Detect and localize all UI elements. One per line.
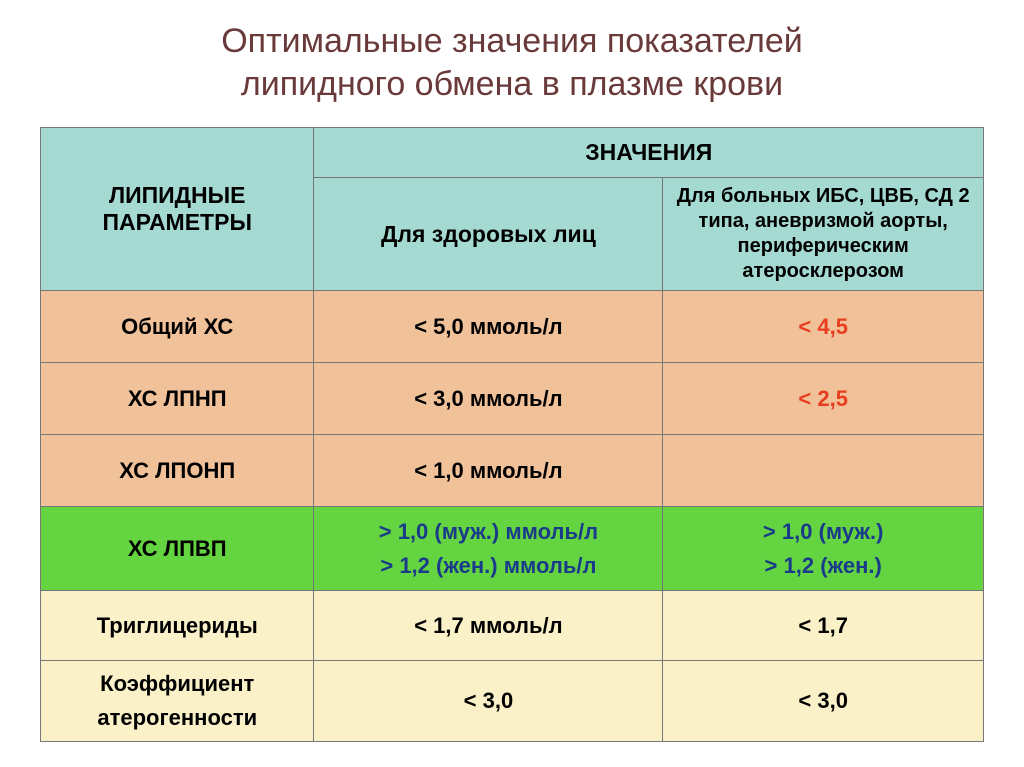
- cell-sick: < 3,0: [663, 661, 984, 742]
- sick-female: > 1,2 (жен.): [671, 549, 975, 583]
- table-row: ХС ЛПВП > 1,0 (муж.) ммоль/л > 1,2 (жен.…: [41, 507, 984, 591]
- lipid-table: ЛИПИДНЫЕ ПАРАМЕТРЫ ЗНАЧЕНИЯ Для здоровых…: [40, 127, 984, 742]
- cell-sick: > 1,0 (муж.) > 1,2 (жен.): [663, 507, 984, 591]
- cell-sick: < 2,5: [663, 363, 984, 435]
- cell-healthy: < 5,0 ммоль/л: [314, 291, 663, 363]
- header-healthy: Для здоровых лиц: [314, 178, 663, 291]
- header-params: ЛИПИДНЫЕ ПАРАМЕТРЫ: [41, 128, 314, 291]
- table-row: Общий ХС < 5,0 ммоль/л < 4,5: [41, 291, 984, 363]
- title-line-1: Оптимальные значения показателей: [221, 22, 803, 60]
- table-row: Коэффициент атерогенности < 3,0 < 3,0: [41, 661, 984, 742]
- cell-param: ХС ЛПВП: [41, 507, 314, 591]
- cell-healthy: < 1,0 ммоль/л: [314, 435, 663, 507]
- cell-param: ХС ЛПНП: [41, 363, 314, 435]
- header-sick: Для больных ИБС, ЦВБ, СД 2 типа, аневриз…: [663, 178, 984, 291]
- cell-healthy: < 3,0: [314, 661, 663, 742]
- cell-param: Общий ХС: [41, 291, 314, 363]
- header-values: ЗНАЧЕНИЯ: [314, 128, 984, 178]
- cell-healthy: < 1,7 ммоль/л: [314, 591, 663, 661]
- healthy-female: > 1,2 (жен.) ммоль/л: [322, 549, 654, 583]
- sick-male: > 1,0 (муж.): [671, 515, 975, 549]
- cell-param: Коэффициент атерогенности: [41, 661, 314, 742]
- table-row: Триглицериды < 1,7 ммоль/л < 1,7: [41, 591, 984, 661]
- cell-sick: < 1,7: [663, 591, 984, 661]
- param-line-1: Коэффициент: [49, 667, 305, 701]
- title-line-2: липидного обмена в плазме крови: [241, 65, 783, 103]
- healthy-male: > 1,0 (муж.) ммоль/л: [322, 515, 654, 549]
- cell-param: ХС ЛПОНП: [41, 435, 314, 507]
- header-row-1: ЛИПИДНЫЕ ПАРАМЕТРЫ ЗНАЧЕНИЯ: [41, 128, 984, 178]
- param-line-2: атерогенности: [49, 701, 305, 735]
- cell-healthy: < 3,0 ммоль/л: [314, 363, 663, 435]
- cell-healthy: > 1,0 (муж.) ммоль/л > 1,2 (жен.) ммоль/…: [314, 507, 663, 591]
- table-row: ХС ЛПОНП < 1,0 ммоль/л: [41, 435, 984, 507]
- cell-param: Триглицериды: [41, 591, 314, 661]
- cell-sick: [663, 435, 984, 507]
- cell-sick: < 4,5: [663, 291, 984, 363]
- table-row: ХС ЛПНП < 3,0 ммоль/л < 2,5: [41, 363, 984, 435]
- page-title: Оптимальные значения показателей липидно…: [40, 20, 984, 105]
